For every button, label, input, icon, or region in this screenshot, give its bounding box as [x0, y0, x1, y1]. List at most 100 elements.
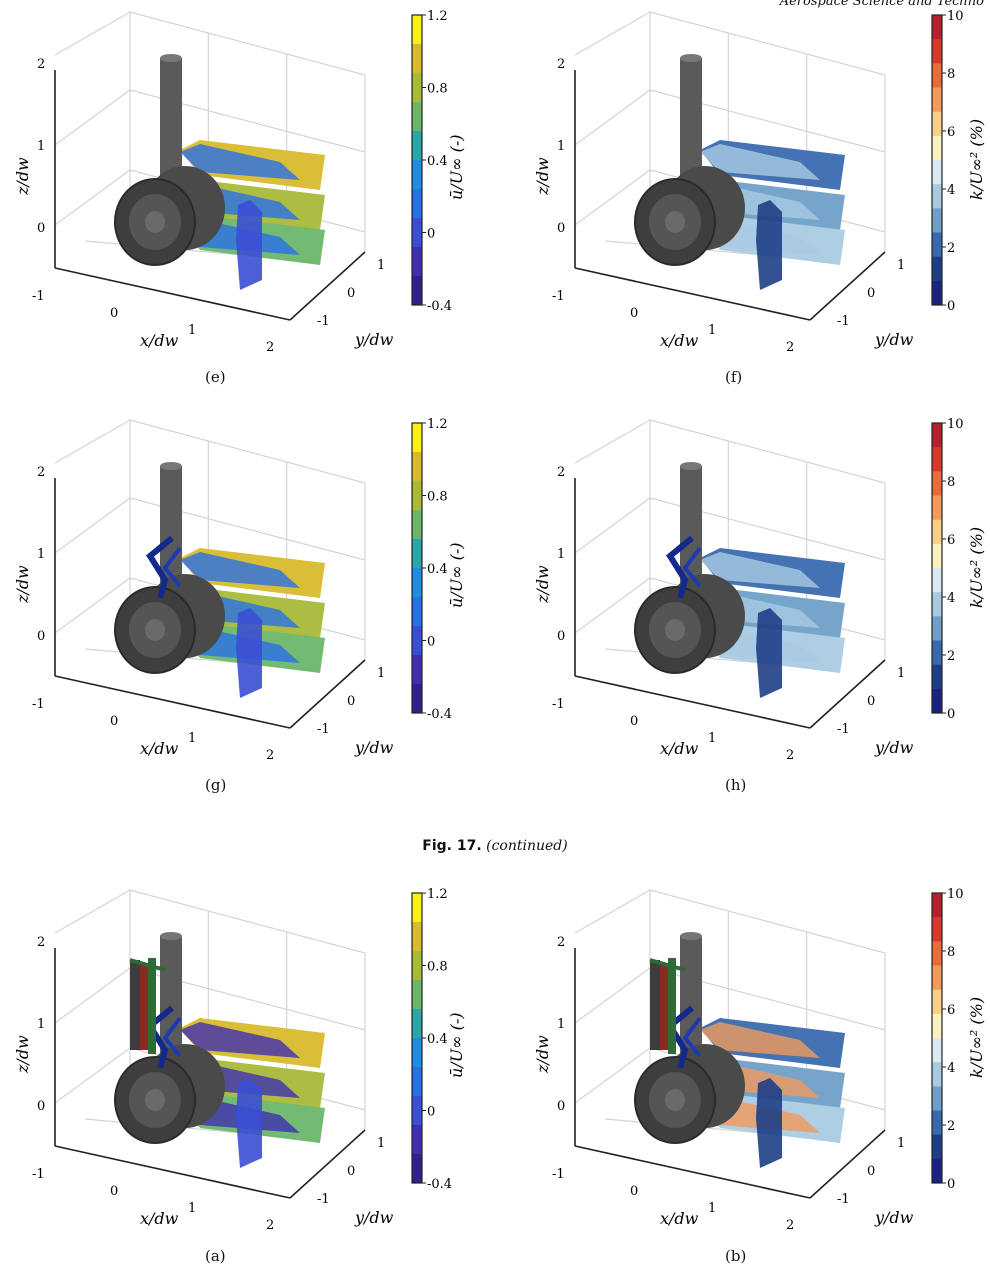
colorbar-segment	[932, 208, 942, 233]
x-axis-label: x/dw	[140, 331, 179, 350]
z-tick-label: 2	[37, 57, 45, 72]
y-axis-line	[289, 251, 366, 321]
colorbar-segment	[412, 15, 422, 45]
colorbar-label: k/U∞² (%)	[967, 119, 986, 200]
axis-labels: -1 0 1 2 -1 0 1 0 1 2 x/dw y/dw z/dw	[533, 465, 914, 763]
strut-top	[160, 54, 182, 62]
colorbar-segment	[412, 893, 422, 923]
x-axis-label: x/dw	[660, 1209, 699, 1228]
panel-label: (f)	[725, 368, 743, 386]
y-tick-label: 1	[897, 258, 905, 273]
x-tick-label: 2	[266, 340, 274, 355]
colorbar-segment	[932, 519, 942, 545]
colorbar-segment	[932, 232, 942, 258]
colorbar-frame	[931, 422, 943, 714]
colorbar: 10 8 6 4 2 0 k/U∞² (%)	[931, 417, 986, 722]
torque-link	[146, 535, 174, 599]
colorbar-tick: 10	[947, 417, 964, 432]
y-axis-label: y/dw	[874, 738, 914, 757]
plot-panel-e: -1 0 1 2 -1 0 1 0 1 2 x/dw y/dw z/dw 1.2 0.8 0.4 0 -0.4 ū…	[0, 0, 480, 400]
colorbar-tick: 0.4	[427, 1032, 448, 1047]
x-axis-line	[54, 1145, 291, 1199]
z-axis-label: z/dw	[533, 1035, 552, 1074]
colorbar-tick: 1.2	[427, 9, 448, 24]
colorbar-segment	[412, 423, 422, 453]
colorbar-tick: 6	[947, 1003, 955, 1018]
flow-plane	[180, 140, 325, 190]
colorbar-segment	[932, 543, 942, 569]
colorbar-segment	[412, 922, 422, 952]
brace-top	[649, 958, 686, 972]
colorbar: 10 8 6 4 2 0 k/U∞² (%)	[931, 887, 986, 1192]
colorbar-label: k/U∞² (%)	[967, 527, 986, 608]
figure-caption: Fig. 17. (continued)	[0, 838, 990, 854]
plot-panel-a: -1 0 1 2 -1 0 1 0 1 2 x/dw y/dw z/dw 1.2 0.8 0.4 0 -0.4 ū…	[0, 878, 480, 1278]
y-axis-label: y/dw	[354, 1208, 394, 1227]
colorbar-segment	[412, 189, 422, 219]
x-axis-line	[54, 267, 291, 321]
colorbar-tick: 8	[947, 475, 955, 490]
panel-label: (e)	[205, 368, 226, 386]
panel-label: (g)	[205, 776, 227, 794]
flow-slices	[180, 548, 325, 698]
x-tick-label: 0	[110, 306, 118, 321]
colorbar-segment	[932, 592, 942, 617]
z-tick-label: 0	[557, 629, 565, 644]
colorbar-segment	[412, 160, 422, 190]
colorbar-segment	[412, 1038, 422, 1068]
landing-gear	[114, 462, 225, 674]
colorbar-tick: 0.4	[427, 562, 448, 577]
x-tick-label: 2	[266, 748, 274, 763]
colorbar-segment	[412, 597, 422, 627]
panel-label: (a)	[205, 1247, 226, 1265]
z-tick-label: 0	[37, 629, 45, 644]
landing-gear	[114, 54, 225, 266]
y-axis-label: y/dw	[874, 330, 914, 349]
plot-panel-h: -1 0 1 2 -1 0 1 0 1 2 x/dw y/dw z/dw 10 8 6 4 2 0 k/U∞² (%…	[520, 408, 990, 808]
z-axis-label: z/dw	[533, 157, 552, 196]
colorbar-segment	[412, 276, 422, 306]
x-tick-label: 1	[708, 731, 716, 746]
x-tick-label: 1	[708, 1201, 716, 1216]
plot-panel-b: -1 0 1 2 -1 0 1 0 1 2 x/dw y/dw z/dw 10 8 6 4 2 0 k/U∞² (%…	[520, 878, 990, 1278]
y-tick-label: -1	[317, 722, 330, 737]
colorbar-segment	[412, 73, 422, 103]
colorbar-segment	[412, 1096, 422, 1126]
z-axis-label: z/dw	[533, 565, 552, 604]
z-tick-label: 2	[37, 935, 45, 950]
x-axis-label: x/dw	[660, 331, 699, 350]
z-tick-label: 2	[557, 465, 565, 480]
colorbar-segment	[932, 160, 942, 185]
plot-panel-f: -1 0 1 2 -1 0 1 0 1 2 x/dw y/dw z/dw 10 8 6 4 2 0 k/U∞² (%…	[520, 0, 990, 400]
torque-link	[666, 1005, 694, 1069]
y-tick-label: 0	[867, 286, 875, 301]
flow-vertical-slice	[236, 200, 262, 290]
torque-link	[146, 1005, 174, 1069]
flow-vertical-slice	[236, 1078, 262, 1168]
y-tick-label: 1	[897, 666, 905, 681]
y-tick-label: 0	[347, 1164, 355, 1179]
colorbar-label: ū/U∞ (-)	[447, 135, 466, 200]
caption-fig-number: Fig. 17.	[422, 838, 482, 854]
y-axis-line	[809, 659, 886, 729]
colorbar-segment	[932, 1038, 942, 1063]
y-axis-line	[289, 1129, 366, 1199]
colorbar-segment	[932, 941, 942, 966]
x-tick-label: 0	[110, 714, 118, 729]
colorbar-tick: 0	[427, 1105, 435, 1120]
y-axis-line	[809, 251, 886, 321]
z-tick-label: 1	[37, 547, 45, 562]
colorbar-tick: 0.8	[427, 82, 448, 97]
plot-3d: -1 0 1 2 -1 0 1 0 1 2 x/dw y/dw z/dw 1.2 0.8 0.4 0 -0.4 ū…	[13, 887, 466, 1233]
colorbar-tick: 10	[947, 9, 964, 24]
colorbar-frame	[931, 892, 943, 1184]
z-tick-label: 0	[557, 221, 565, 236]
colorbar-tick: 2	[947, 241, 955, 256]
colorbar-tick: 6	[947, 125, 955, 140]
colorbar-segment	[412, 102, 422, 132]
colorbar-segment	[412, 951, 422, 981]
colorbar-tick: 4	[947, 183, 955, 198]
colorbar-tick: 0	[947, 707, 955, 722]
colorbar-segment	[932, 1013, 942, 1039]
